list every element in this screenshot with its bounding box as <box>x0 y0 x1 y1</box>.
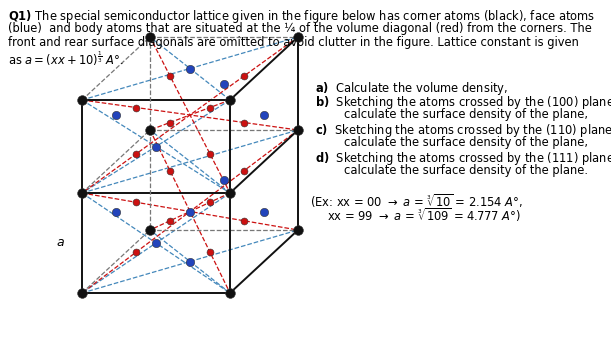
Text: $\mathbf{d)}$  Sketching the atoms crossed by the (111) plane,: $\mathbf{d)}$ Sketching the atoms crosse… <box>315 150 611 167</box>
Text: front and rear surface diagonals are omitted to avoid clutter in the figure. Lat: front and rear surface diagonals are omi… <box>8 36 579 49</box>
Text: calculate the surface density of the plane,: calculate the surface density of the pla… <box>315 108 588 121</box>
Text: (Ex: xx = 00 $\rightarrow$ $a$ = $\sqrt[3]{10}$ = 2.154 $A°$,: (Ex: xx = 00 $\rightarrow$ $a$ = $\sqrt[… <box>310 192 523 210</box>
Text: calculate the surface density of the plane.: calculate the surface density of the pla… <box>315 164 588 177</box>
Text: $\mathbf{Q1)}$ The special semiconductor lattice given in the figure below has c: $\mathbf{Q1)}$ The special semiconductor… <box>8 8 595 25</box>
Text: (blue)  and body atoms that are situated at the ¼ of the volume diagonal (red) f: (blue) and body atoms that are situated … <box>8 22 592 35</box>
Text: $\mathbf{c)}$  Sketching the atoms crossed by the (110) plane,: $\mathbf{c)}$ Sketching the atoms crosse… <box>315 122 611 139</box>
Text: $\mathbf{a)}$  Calculate the volume density,: $\mathbf{a)}$ Calculate the volume densi… <box>315 80 508 97</box>
Text: xx = 99 $\rightarrow$ $a$ = $\sqrt[3]{109}$ = 4.777 $A°$): xx = 99 $\rightarrow$ $a$ = $\sqrt[3]{10… <box>327 206 521 224</box>
Text: $\mathbf{b)}$  Sketching the atoms crossed by the (100) plane,: $\mathbf{b)}$ Sketching the atoms crosse… <box>315 94 611 111</box>
Text: $a$: $a$ <box>56 237 64 249</box>
Text: calculate the surface density of the plane,: calculate the surface density of the pla… <box>315 136 588 149</box>
Text: as $a = (xx + 10)^{\frac{1}{3}}\ A°$.: as $a = (xx + 10)^{\frac{1}{3}}\ A°$. <box>8 50 124 68</box>
